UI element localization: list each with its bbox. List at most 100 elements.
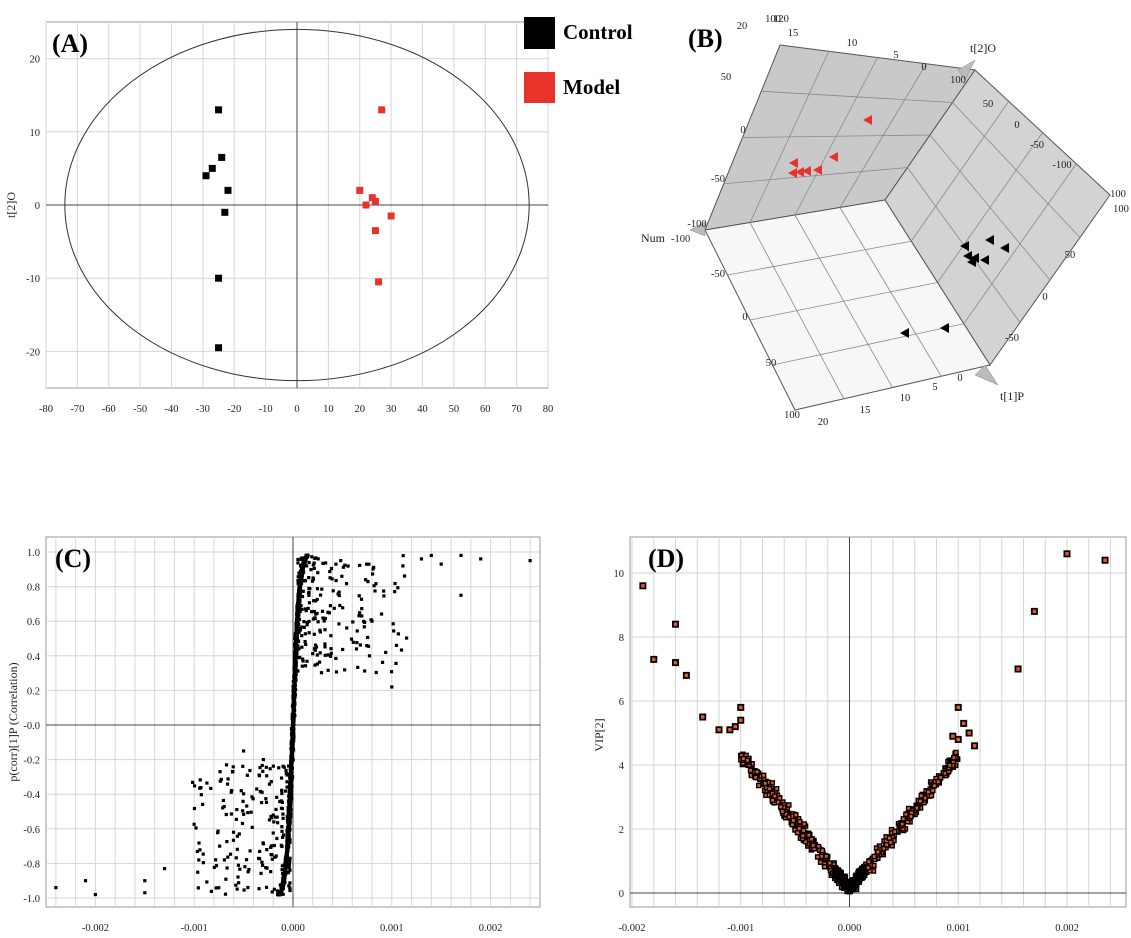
y-tick-label: -0.8 — [23, 859, 40, 870]
s-plot-point — [260, 790, 264, 794]
s-plot-point — [197, 841, 201, 845]
vip-point-core — [884, 835, 888, 839]
s-plot-point — [334, 578, 338, 583]
vip-point-core — [768, 787, 771, 791]
b-tick-label: -50 — [1005, 333, 1019, 344]
s-plot-point — [275, 815, 279, 819]
s-plot-point — [271, 764, 275, 768]
s-plot-point — [306, 591, 311, 595]
s-plot-point — [285, 829, 290, 833]
s-plot-point — [296, 613, 300, 617]
s-plot-point — [311, 617, 315, 621]
s-plot-point — [287, 806, 291, 811]
vip-point-core — [816, 855, 820, 859]
s-plot-point — [288, 775, 292, 779]
s-plot-point — [280, 829, 284, 833]
s-plot-point — [246, 870, 250, 874]
axis-arrow-num — [689, 221, 706, 237]
vip-point-core — [791, 814, 795, 818]
model-point-3d — [788, 168, 797, 178]
s-plot-point — [370, 572, 375, 576]
vip-point-core — [952, 756, 956, 760]
s-plot-point — [396, 632, 400, 636]
control-point — [215, 274, 223, 282]
s-plot-point — [340, 574, 344, 578]
s-plot-point — [250, 795, 254, 799]
s-plot-point — [241, 809, 245, 813]
control-point-3d — [980, 255, 989, 265]
s-plot-point — [248, 849, 252, 853]
s-plot-point — [297, 617, 302, 621]
s-plot-point — [300, 634, 304, 638]
s-plot-point — [289, 757, 293, 761]
s-plot-point — [280, 871, 285, 876]
s-plot-point — [264, 797, 268, 801]
model-point-3d — [863, 115, 872, 125]
s-plot-point — [341, 606, 345, 610]
legend-swatch-control — [524, 17, 555, 49]
b-tick-label: -100 — [687, 219, 706, 230]
x-tick-label: -30 — [196, 404, 210, 415]
s-plot-point — [282, 863, 286, 867]
s-plot-point — [247, 867, 251, 872]
b-tick-label: 20 — [818, 417, 829, 428]
s-plot-point — [320, 609, 325, 613]
s-plot-point — [239, 789, 243, 793]
s-plot-point — [355, 629, 359, 633]
vip-point-core — [824, 854, 828, 858]
s-plot-point — [314, 645, 319, 649]
s-plot-point — [275, 889, 280, 893]
s-plot-point — [248, 768, 252, 773]
s-plot-point — [243, 865, 247, 869]
s-plot-point — [293, 644, 297, 648]
s-plot-point — [196, 886, 200, 890]
s-plot-point — [459, 593, 463, 597]
s-plot-point — [332, 606, 336, 610]
vip-point — [861, 872, 868, 878]
b-tick-label: -50 — [711, 269, 725, 280]
s-plot-point — [265, 848, 269, 852]
s-plot-point — [291, 703, 296, 707]
vip-point-core — [885, 843, 888, 847]
s-plot-point — [296, 557, 300, 562]
s-plot-point — [285, 843, 290, 847]
s-plot-point — [294, 617, 299, 621]
s-plot-point — [279, 776, 284, 780]
s-plot-point — [293, 651, 297, 655]
s-plot-point — [399, 648, 404, 652]
s-plot-point — [274, 807, 278, 812]
s-plot-point — [259, 871, 263, 875]
panel-b-label: (B) — [688, 24, 723, 53]
s-plot-point — [216, 831, 220, 835]
vip-point-core — [750, 762, 754, 766]
b-tick-label: -100 — [1052, 160, 1071, 171]
s-plot-point — [271, 831, 275, 835]
x-tick-label: 0.002 — [479, 923, 503, 934]
s-plot-point — [244, 858, 249, 862]
s-plot-point — [302, 620, 306, 624]
s-plot-point — [366, 579, 370, 584]
vip-point-core — [811, 844, 815, 847]
vip-point-core — [948, 764, 952, 767]
s-plot-point — [236, 863, 240, 867]
s-plot-point — [265, 774, 269, 778]
vip-point — [834, 876, 841, 883]
s-plot-point — [270, 890, 274, 894]
s-plot-point — [205, 781, 209, 785]
s-plot-point — [217, 886, 221, 890]
s-plot-point — [362, 619, 366, 623]
x-tick-label: -40 — [165, 404, 179, 415]
s-plot-point — [288, 772, 292, 776]
s-plot-point — [315, 611, 319, 615]
s-plot-point — [307, 576, 311, 580]
s-plot-point — [272, 887, 276, 891]
b-tick-label: 0 — [957, 373, 962, 384]
s-plot-point — [296, 604, 300, 608]
b-tick-label: 120 — [773, 14, 789, 25]
s-plot-point — [293, 633, 297, 637]
s-plot-point — [288, 794, 292, 798]
vip-point-core — [763, 781, 767, 785]
vip-point-core — [744, 754, 748, 757]
s-plot-point — [288, 868, 292, 872]
model-point — [375, 278, 383, 286]
